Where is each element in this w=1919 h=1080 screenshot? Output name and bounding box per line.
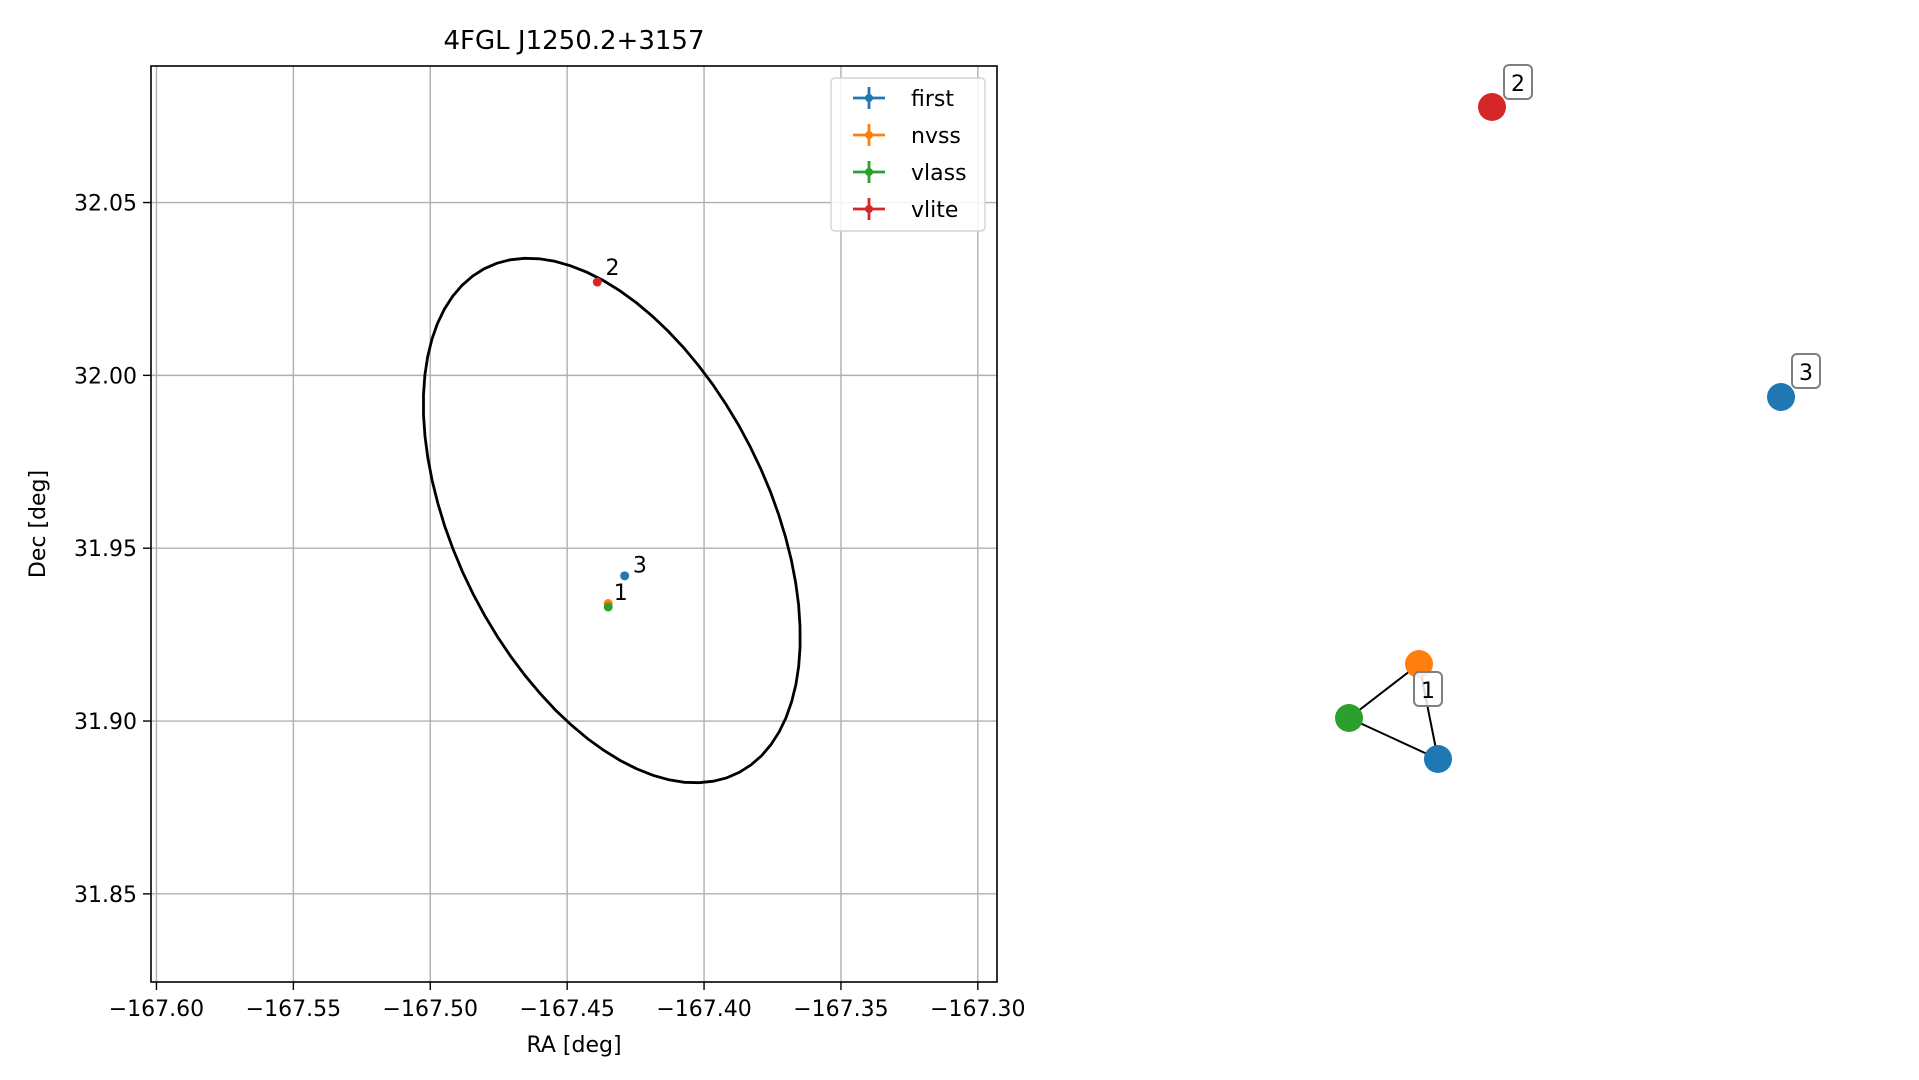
network-node (1767, 383, 1795, 411)
network-node-label: 3 (1799, 361, 1813, 386)
x-tick-label: −167.35 (793, 997, 888, 1022)
x-tick-label: −167.45 (519, 997, 614, 1022)
legend-marker-vlite-dot (865, 205, 873, 213)
network-node (1478, 93, 1506, 121)
legend-label-vlite: vlite (911, 198, 958, 223)
legend-marker-nvss-dot (865, 131, 873, 139)
legend-marker-first-dot (865, 94, 873, 102)
legend-label-nvss: nvss (911, 124, 961, 149)
error-ellipse (422, 256, 802, 785)
x-tick-label: −167.30 (930, 997, 1025, 1022)
network-label-box (1413, 671, 1443, 707)
point-vlass (603, 602, 613, 612)
legend-label-vlass: vlass (911, 161, 967, 186)
point-label: 1 (614, 581, 628, 606)
x-tick-label: −167.55 (246, 997, 341, 1022)
x-axis-ticks: −167.60 −167.55 −167.50 −167.45 −167.40 −167.… (109, 982, 1026, 1022)
network-edge (1348, 663, 1420, 719)
y-tick-label: 31.95 (74, 537, 137, 562)
x-tick-label: −167.40 (656, 997, 751, 1022)
y-tick-label: 32.00 (74, 364, 137, 389)
network-node-labels: 2 3 1 (1413, 64, 1821, 707)
network-node-label: 2 (1511, 72, 1525, 97)
y-axis-ticks: 31.85 31.90 31.95 32.00 32.05 (74, 192, 151, 908)
network-label-box (1791, 353, 1821, 389)
point-labels: 1 2 3 (605, 256, 646, 606)
y-tick-label: 31.90 (74, 710, 137, 735)
network-nodes (1335, 93, 1795, 773)
x-axis-label: RA [deg] (526, 1033, 621, 1058)
legend-marker-vlass-dot (865, 168, 873, 176)
point-label: 2 (605, 256, 619, 281)
network-node (1335, 704, 1363, 732)
y-tick-label: 31.85 (74, 883, 137, 908)
chart-title: 4FGL J1250.2+3157 (444, 26, 705, 56)
network-edge (1348, 717, 1439, 760)
x-tick-label: −167.50 (383, 997, 478, 1022)
legend-box (830, 77, 986, 232)
y-axis-label: Dec [deg] (26, 470, 51, 578)
point-label: 3 (633, 553, 647, 578)
network-label-box (1503, 64, 1533, 100)
network-node-label: 1 (1421, 679, 1435, 704)
data-points (592, 277, 630, 612)
y-tick-label: 32.05 (74, 192, 137, 217)
plot-frame (150, 65, 998, 983)
error-ellipse-layer (422, 256, 802, 785)
scatter-plot: 123 −167.60 −167.55 −167.50 −167.45 −167.40−… (26, 26, 1026, 1058)
legend: first nvss vlass vlite (830, 77, 986, 232)
legend-label-first: first (911, 87, 954, 112)
point-first (620, 571, 630, 581)
network-graph: 2 3 1 (1335, 64, 1821, 773)
x-tick-label: −167.60 (109, 997, 204, 1022)
network-node (1424, 745, 1452, 773)
point-vlite (592, 277, 602, 287)
